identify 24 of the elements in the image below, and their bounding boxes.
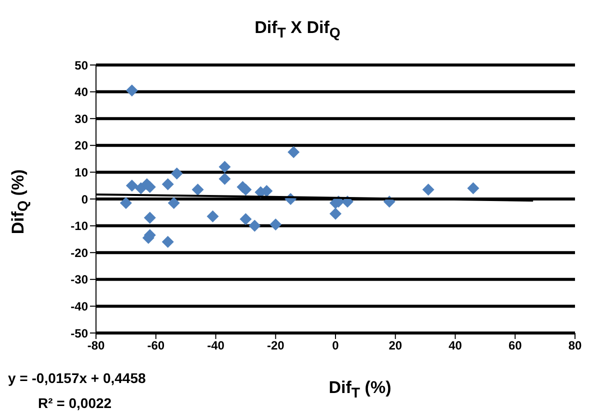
x-axis-title: Dif$_{T}$ (%) [328,378,392,402]
y-tick-label: 30 [74,112,88,126]
y-tick-label: 40 [74,85,88,100]
x-tick-label: -40 [207,338,225,353]
x-tick-label: -20 [266,338,285,353]
chart-title: Dif$_{T}$ X Dif$_{Q}$ [254,18,342,42]
y-tick-label: -20 [70,246,88,260]
x-tick-label: -80 [87,338,105,353]
y-tick-label: -30 [70,272,88,287]
y-tick-label: -10 [70,219,88,234]
y-tick-label: 20 [74,138,88,153]
x-tick-label: 60 [508,338,522,353]
x-tick-label: 0 [332,338,340,353]
y-tick-label: 50 [74,58,88,72]
x-tick-label: 20 [388,338,402,353]
text: y = -0,0157x + 0,4458 [8,370,146,386]
y-tick-label: 10 [74,165,88,180]
x-tick-label: -60 [147,338,165,353]
x-tick-label: 80 [568,338,582,353]
x-tick-label: 40 [448,338,462,353]
y-tick-label: -50 [70,326,88,340]
y-tick-label: 0 [81,192,88,206]
y-tick-label: -40 [70,299,88,314]
text: R² = 0,0022 [38,395,112,411]
